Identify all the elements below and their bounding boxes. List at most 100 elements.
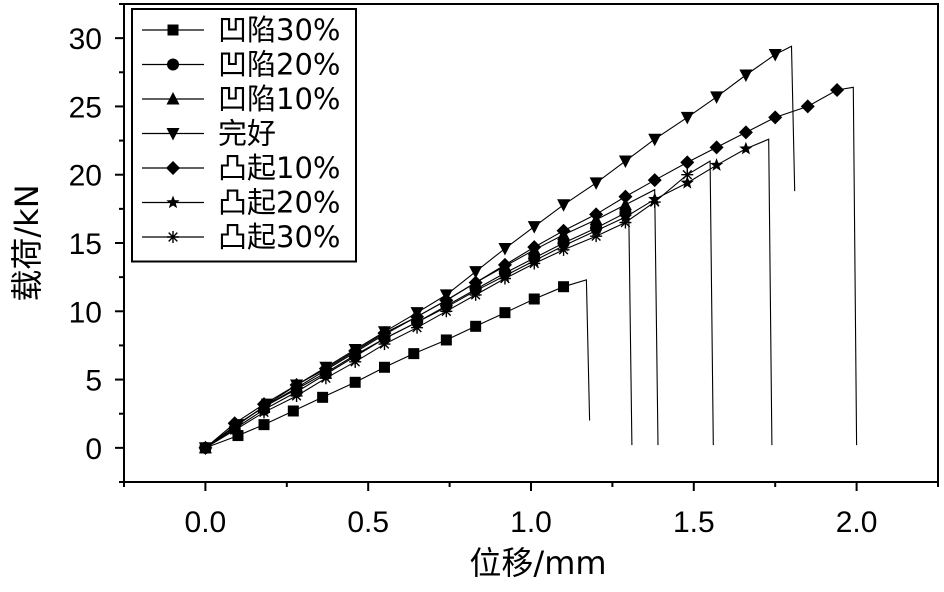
data-point xyxy=(556,223,571,238)
data-point xyxy=(738,125,753,140)
legend-label: 凸起10% xyxy=(218,151,340,185)
y-tick-label: 0 xyxy=(85,433,102,466)
data-point xyxy=(557,199,571,212)
data-point xyxy=(258,406,271,419)
data-point xyxy=(589,207,604,222)
data-point xyxy=(739,141,753,155)
x-tick-label: 1.0 xyxy=(510,506,552,539)
legend-label: 完好 xyxy=(218,117,276,151)
data-point xyxy=(618,189,633,204)
data-point xyxy=(378,361,390,373)
data-point xyxy=(408,348,420,360)
data-point xyxy=(680,155,695,170)
data-point xyxy=(710,91,724,104)
data-point xyxy=(440,305,453,318)
data-point xyxy=(618,155,632,169)
y-tick-label: 30 xyxy=(69,23,102,56)
data-point xyxy=(680,111,694,125)
data-point xyxy=(499,307,511,319)
legend-label: 凹陷20% xyxy=(218,48,340,82)
data-point xyxy=(440,334,452,346)
series-1 xyxy=(199,279,591,454)
data-point xyxy=(199,441,212,454)
data-point xyxy=(469,288,482,301)
legend-entry-5: 凸起10% xyxy=(142,151,340,185)
legend-entry-3: 凹陷10% xyxy=(142,82,340,116)
data-point xyxy=(290,389,303,402)
x-axis-title: 位移/mm xyxy=(469,544,606,582)
data-point xyxy=(497,257,512,272)
series-7 xyxy=(199,160,714,454)
legend-marker xyxy=(166,195,180,209)
axes: 0.0 0.5 1.0 1.5 2.0 0 5 10 15 20 25 30 xyxy=(69,3,939,539)
data-point xyxy=(768,49,782,62)
legend-marker xyxy=(167,231,179,243)
data-point xyxy=(681,168,694,181)
legend-label: 凸起20% xyxy=(218,186,340,220)
data-point xyxy=(377,331,392,345)
data-point xyxy=(527,221,541,234)
data-point xyxy=(348,347,362,361)
legend-label: 凹陷30% xyxy=(218,13,340,47)
y-axis-title: 载荷/kN xyxy=(8,184,46,301)
data-point xyxy=(378,338,391,351)
legend-entry-1: 凹陷30% xyxy=(142,13,340,47)
y-tick-label: 15 xyxy=(69,228,102,261)
data-point xyxy=(557,243,570,256)
series-layer xyxy=(198,45,858,455)
data-point xyxy=(287,405,299,417)
data-point xyxy=(618,210,633,223)
legend-marker xyxy=(166,128,180,141)
legend-marker xyxy=(166,161,180,175)
data-point xyxy=(258,419,270,431)
data-point xyxy=(528,257,541,270)
data-point xyxy=(528,293,540,305)
data-point xyxy=(498,272,511,285)
data-point xyxy=(768,110,783,125)
data-point xyxy=(411,321,424,334)
legend-entry-7: 凸起30% xyxy=(142,220,340,254)
data-point xyxy=(410,315,424,328)
data-point xyxy=(680,175,694,189)
x-tick-label: 0.5 xyxy=(347,506,389,539)
legend-marker xyxy=(167,24,179,36)
data-point xyxy=(648,196,661,209)
data-point xyxy=(469,266,483,279)
data-point xyxy=(257,399,271,413)
legend-marker xyxy=(167,58,179,71)
y-tick-label: 25 xyxy=(69,91,102,124)
data-point xyxy=(590,230,603,243)
data-point xyxy=(709,140,724,155)
data-point xyxy=(618,197,632,211)
data-point xyxy=(830,83,845,98)
data-point xyxy=(289,382,304,395)
legend-entry-2: 凹陷20% xyxy=(142,48,340,82)
y-tick-label: 20 xyxy=(69,160,102,193)
data-point xyxy=(470,320,482,332)
data-point xyxy=(349,355,362,368)
x-tick-label: 1.5 xyxy=(673,506,715,539)
data-point xyxy=(558,281,570,293)
data-point xyxy=(232,430,244,442)
y-tick-label: 5 xyxy=(85,365,102,398)
legend-label: 凸起30% xyxy=(218,220,340,254)
legend-box xyxy=(131,8,357,263)
legend-entry-4: 完好 xyxy=(142,117,276,151)
data-point xyxy=(317,391,329,403)
data-point xyxy=(468,275,483,290)
data-point xyxy=(739,69,753,83)
data-point xyxy=(319,365,333,379)
data-point xyxy=(619,216,632,229)
data-point xyxy=(498,242,512,256)
data-point xyxy=(349,376,361,388)
data-point xyxy=(589,223,603,237)
data-point xyxy=(589,177,603,190)
legend-entry-6: 凸起20% xyxy=(142,186,340,220)
data-point xyxy=(800,99,815,114)
x-tick-label: 2.0 xyxy=(836,506,878,539)
legend-marker xyxy=(166,92,180,105)
data-point xyxy=(319,372,332,385)
data-point xyxy=(647,173,662,188)
data-point xyxy=(709,158,724,171)
